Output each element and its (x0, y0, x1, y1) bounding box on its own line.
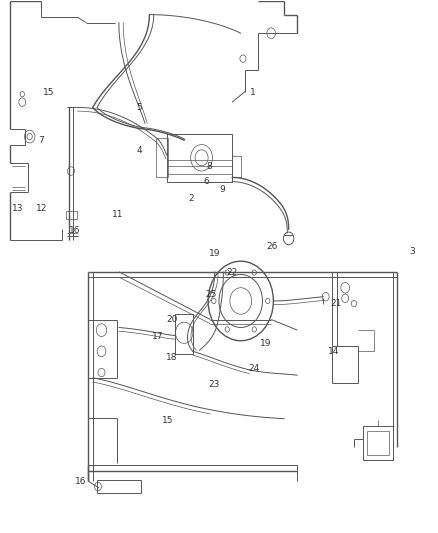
Text: 1: 1 (250, 88, 255, 97)
Bar (232, 156, 241, 177)
Text: 6: 6 (204, 177, 209, 186)
Bar (66, 211, 77, 219)
Bar (176, 314, 193, 354)
Text: 15: 15 (162, 416, 174, 425)
Text: 22: 22 (227, 268, 238, 277)
Text: 19: 19 (259, 339, 271, 348)
Text: 11: 11 (113, 210, 124, 219)
Text: 25: 25 (205, 289, 216, 298)
Bar (367, 431, 389, 455)
Text: 3: 3 (410, 247, 415, 256)
Text: 24: 24 (249, 364, 260, 373)
Text: 12: 12 (36, 204, 48, 213)
Bar (363, 425, 393, 460)
Text: 26: 26 (266, 242, 277, 251)
Text: 5: 5 (136, 103, 142, 112)
Text: 15: 15 (43, 88, 54, 97)
Bar (156, 138, 168, 177)
Text: 18: 18 (166, 353, 177, 362)
Text: 21: 21 (330, 299, 341, 308)
Text: 2: 2 (188, 194, 194, 203)
Text: 17: 17 (152, 332, 163, 341)
Text: 19: 19 (209, 249, 221, 258)
Bar (167, 134, 232, 182)
Text: 8: 8 (206, 163, 212, 171)
Text: 13: 13 (12, 204, 24, 213)
Text: 16: 16 (75, 477, 87, 486)
Text: 23: 23 (208, 379, 219, 389)
Text: 14: 14 (328, 347, 339, 356)
Text: 7: 7 (39, 136, 44, 145)
Text: 20: 20 (166, 315, 177, 324)
Text: 9: 9 (219, 185, 225, 194)
Bar (97, 480, 141, 494)
Text: 16: 16 (69, 226, 80, 235)
Text: 4: 4 (136, 147, 142, 156)
